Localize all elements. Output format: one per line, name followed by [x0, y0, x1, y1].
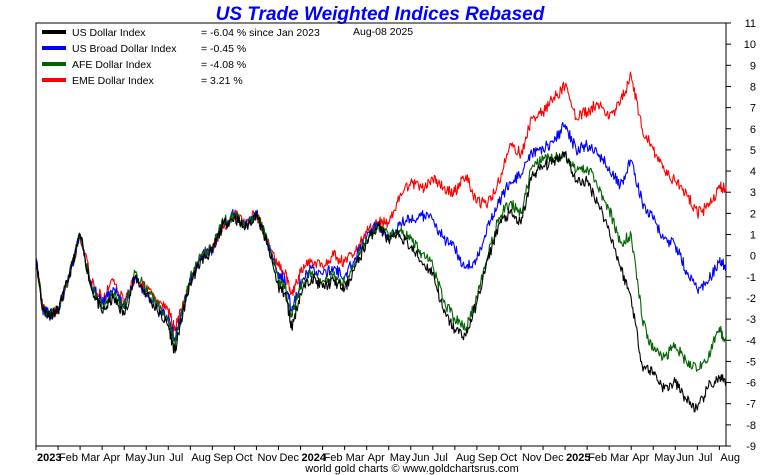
y-tick-label: 3	[750, 187, 756, 199]
x-tick-label: Aug	[191, 452, 211, 464]
y-tick-label: -9	[746, 441, 756, 453]
legend-box	[37, 24, 337, 90]
y-tick-label: 8	[750, 81, 756, 93]
legend-label-us-dollar-index: US Dollar Index	[72, 27, 146, 39]
series-layer	[35, 71, 727, 413]
x-tick-label: Oct	[235, 452, 252, 464]
x-tick-label: Feb	[59, 452, 78, 464]
y-tick-label: -3	[746, 314, 756, 326]
x-tick-label: Oct	[500, 452, 517, 464]
credit-text: world gold charts © www.goldchartsrus.co…	[304, 463, 519, 475]
series-line-us-dollar-index	[35, 151, 727, 413]
date-label: Aug-08 2025	[353, 26, 413, 38]
y-tick-label: -6	[746, 378, 756, 390]
x-tick-label: Jun	[147, 452, 165, 464]
x-tick-label: Feb	[324, 452, 343, 464]
legend-label-afe-dollar-index: AFE Dollar Index	[72, 59, 152, 71]
x-tick-label: May	[390, 452, 411, 464]
x-tick-label: Aug	[456, 452, 476, 464]
x-tick-label: Apr	[103, 452, 120, 464]
x-tick-label: Nov	[257, 452, 277, 464]
x-tick-label: Dec	[279, 452, 299, 464]
legend-stat-us-broad-dollar-index: = -0.45 %	[201, 43, 246, 55]
x-tick-label: 2023	[37, 452, 61, 464]
y-tick-label: -7	[746, 399, 756, 411]
x-tick-label: Sep	[478, 452, 498, 464]
x-tick-label: Mar	[346, 452, 365, 464]
y-tick-label: -8	[746, 420, 756, 432]
x-tick-label: Aug	[720, 452, 740, 464]
y-tick-label: 7	[750, 103, 756, 115]
y-tick-label: 0	[750, 251, 756, 263]
x-tick-label: May	[654, 452, 675, 464]
y-tick-label: 10	[744, 39, 756, 51]
y-tick-label: 2	[750, 208, 756, 220]
legend-stat-afe-dollar-index: = -4.08 %	[201, 59, 246, 71]
x-tick-label: Jun	[676, 452, 694, 464]
legend-stat-eme-dollar-index: = 3.21 %	[201, 75, 243, 87]
chart-title: US Trade Weighted Indices Rebased	[216, 4, 545, 25]
x-tick-label: Sep	[213, 452, 233, 464]
y-tick-label: 4	[750, 166, 756, 178]
x-tick-label: 2024	[302, 452, 327, 464]
y-tick-label: -4	[746, 335, 756, 347]
y-tick-label: 5	[750, 145, 756, 157]
x-tick-label: Mar	[610, 452, 629, 464]
y-tick-label: 9	[750, 60, 756, 72]
legend: US Dollar Index = -6.04 % since Jan 2023…	[37, 24, 337, 90]
legend-label-us-broad-dollar-index: US Broad Dollar Index	[72, 43, 177, 55]
x-tick-label: Dec	[544, 452, 564, 464]
x-tick-label: Apr	[632, 452, 649, 464]
y-tick-label: -2	[746, 293, 756, 305]
x-tick-label: Jul	[434, 452, 448, 464]
y-tick-label: 1	[750, 230, 756, 242]
y-tick-label: -1	[746, 272, 756, 284]
x-tick-label: 2025	[566, 452, 590, 464]
x-tick-label: Jul	[698, 452, 712, 464]
x-tick-label: Apr	[368, 452, 385, 464]
x-tick-label: Feb	[588, 452, 607, 464]
x-tick-label: Jul	[169, 452, 183, 464]
series-line-afe-dollar-index	[35, 150, 727, 372]
legend-label-eme-dollar-index: EME Dollar Index	[72, 75, 154, 87]
legend-stat-us-dollar-index: = -6.04 % since Jan 2023	[201, 27, 320, 39]
x-tick-label: Mar	[81, 452, 100, 464]
x-tick-label: May	[125, 452, 146, 464]
y-tick-label: -5	[746, 356, 756, 368]
x-tick-label: Nov	[522, 452, 542, 464]
y-tick-label: 6	[750, 124, 756, 136]
x-tick-label: Jun	[412, 452, 430, 464]
y-tick-label: 11	[745, 18, 756, 30]
